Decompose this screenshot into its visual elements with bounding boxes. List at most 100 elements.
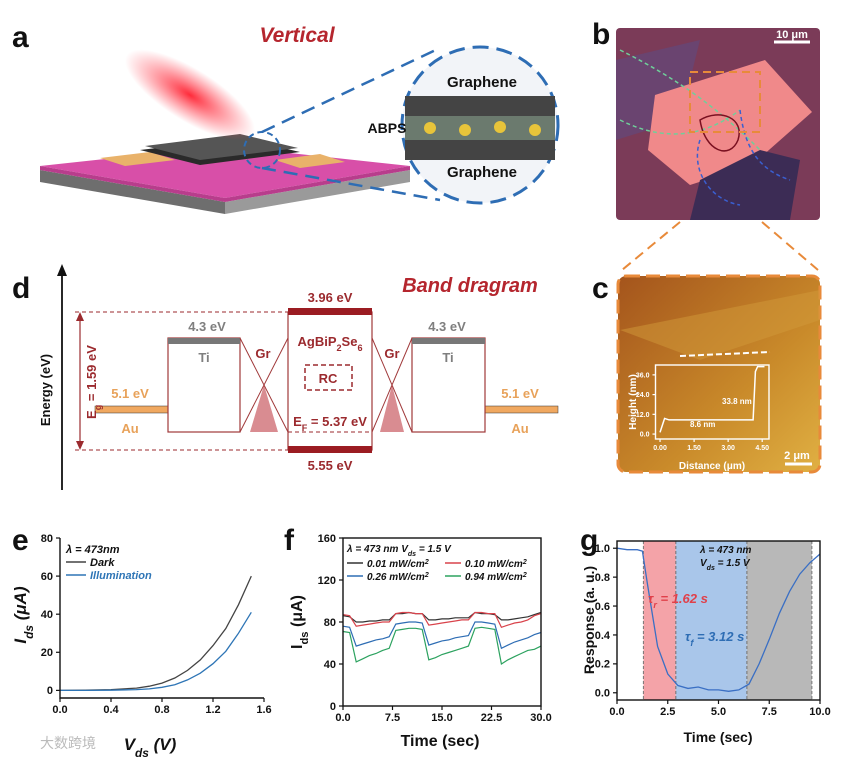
series-line — [342, 611, 542, 623]
y-tick-label: 60 — [41, 571, 53, 583]
x-axis-label: Time (sec) — [684, 729, 753, 745]
text-part: (V) — [149, 735, 177, 754]
annotation: τr = 1.62 s — [648, 591, 708, 610]
panel-label: d — [12, 272, 30, 305]
material-label: Ti — [198, 350, 209, 365]
series-line — [616, 547, 821, 692]
y-tick-label: 120 — [318, 575, 336, 587]
text-part: ds — [299, 631, 311, 644]
x-axis-label: Distance (μm) — [679, 461, 745, 472]
panel-label: g — [580, 524, 598, 557]
shaded-region — [675, 541, 747, 700]
scale-bar-label: 2 μm — [784, 450, 810, 462]
panel-label: a — [12, 21, 29, 54]
annotation: τf = 3.12 s — [685, 629, 744, 648]
text-part: I — [289, 645, 306, 649]
y-tick-label: 0.2 — [595, 659, 610, 671]
rc-label: RC — [319, 371, 338, 386]
text-part: ds — [707, 565, 715, 572]
y-tick-label: 1.0 — [595, 543, 610, 555]
y-tick-label: 0.8 — [595, 572, 610, 584]
text-part: τ — [648, 591, 654, 606]
x-tick-label: 7.5 — [385, 712, 400, 724]
y-tick-label: 20 — [41, 647, 53, 659]
text-part: E — [293, 414, 302, 429]
y-tick-label: 24.0 — [636, 392, 650, 399]
axes-frame — [616, 540, 821, 701]
energy-label: 5.55 eV — [308, 458, 353, 473]
annotation: λ = 473 nm — [699, 545, 752, 556]
text-part: = 3.12 s — [693, 629, 744, 644]
x-tick-label: 30.0 — [530, 712, 551, 724]
x-tick-label: 1.2 — [205, 704, 220, 716]
scale-bar-label: 10 μm — [776, 29, 808, 41]
series-line — [342, 626, 542, 665]
panel-label: e — [12, 524, 29, 557]
x-tick-label: 5.0 — [711, 706, 726, 718]
y-tick-label: 0.6 — [595, 601, 610, 613]
annotation: Vds = 1.5 V — [700, 558, 751, 572]
x-tick-label: 7.5 — [762, 706, 777, 718]
text-part: (μA) — [11, 586, 30, 625]
fermi-label: EF = 5.37 eV — [293, 414, 367, 433]
device-illustration — [40, 45, 560, 214]
annotation: 33.8 nm — [722, 397, 752, 406]
text-part: ds — [408, 551, 416, 558]
layer-label: Graphene — [447, 164, 517, 181]
x-tick-label: 10.0 — [809, 706, 830, 718]
y-tick-label: 0 — [47, 685, 53, 697]
text-part: AgBiP — [297, 334, 336, 349]
x-tick-label: 0.0 — [335, 712, 350, 724]
series-line — [342, 621, 542, 650]
energy-label: 5.1 eV — [501, 386, 539, 401]
x-tick-label: 0.0 — [52, 704, 67, 716]
text-part: g — [93, 405, 103, 411]
y-tick-label: 12.0 — [636, 412, 650, 419]
material-label: Gr — [384, 346, 399, 361]
series-line — [342, 611, 542, 629]
text-part: 2 — [424, 559, 429, 566]
text-part: = 1.5 V — [715, 558, 751, 569]
text-part: ds — [135, 746, 149, 759]
x-tick-label: 15.0 — [431, 712, 452, 724]
y-tick-label: 40 — [324, 659, 336, 671]
y-tick-label: 40 — [41, 609, 53, 621]
y-axis-label: Ids (μA) — [11, 586, 36, 644]
material-label: Ti — [442, 350, 453, 365]
band-gap-label: Eg = 1.59 eV — [84, 345, 103, 419]
x-axis-label: Vds (V) — [124, 735, 177, 759]
text-part: = 1.59 eV — [84, 345, 99, 405]
text-part: 0.94 mW/cm — [465, 572, 523, 583]
legend-label: 0.26 mW/cm2 — [367, 572, 429, 584]
x-axis-label: Time (sec) — [401, 733, 480, 750]
layer-label: Graphene — [447, 74, 517, 91]
legend-label: 0.10 mW/cm2 — [465, 559, 527, 571]
axes-frame — [59, 538, 264, 699]
x-tick-label: 22.5 — [481, 712, 502, 724]
annotation: 8.6 nm — [690, 420, 715, 429]
text-part: λ = 473 nm V — [346, 544, 409, 555]
text-part: (μA) — [289, 595, 306, 631]
material-label: Au — [121, 421, 138, 436]
energy-label: 3.96 eV — [308, 290, 353, 305]
text-part: 2 — [336, 343, 341, 353]
legend-label: Dark — [90, 557, 115, 569]
text-part: f — [690, 638, 694, 648]
text-part: I — [11, 638, 30, 644]
x-tick-label: 0.4 — [103, 704, 119, 716]
x-tick-label: 2.5 — [660, 706, 675, 718]
annotation: λ = 473 nm Vds = 1.5 V — [346, 544, 452, 558]
panel-title: Vertical — [259, 24, 335, 47]
panel-label: c — [592, 272, 609, 305]
text-part: = 5.37 eV — [307, 414, 367, 429]
text-part: 2 — [424, 572, 429, 579]
text-part: 0.26 mW/cm — [367, 572, 425, 583]
text-part: 2 — [522, 559, 527, 566]
layer-label: ABPS — [368, 120, 407, 136]
x-tick-label: 1.6 — [256, 704, 271, 716]
shaded-region — [643, 541, 676, 700]
watermark: 大数跨境 — [40, 735, 96, 751]
material-label: Au — [511, 421, 528, 436]
y-tick-label: 80 — [41, 533, 53, 545]
panel-label: b — [592, 18, 610, 51]
